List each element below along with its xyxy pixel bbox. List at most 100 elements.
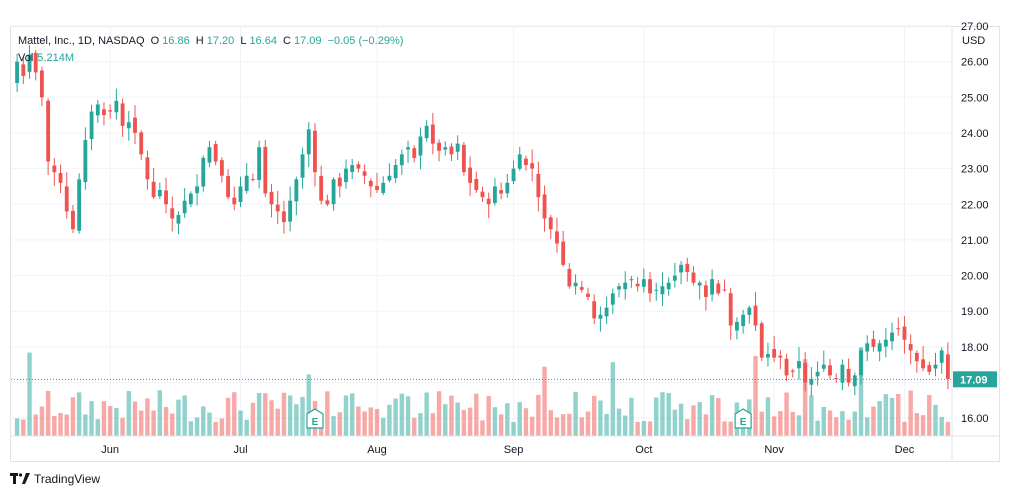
candle-body [728, 293, 733, 326]
volume-bar [39, 406, 45, 436]
volume-bar [511, 421, 516, 436]
volume-bar [368, 407, 374, 436]
volume-bar [64, 414, 69, 436]
volume-bar [933, 404, 938, 436]
volume-bar [939, 416, 944, 436]
volume-bar [852, 411, 858, 436]
volume-bar [554, 417, 560, 436]
candle-body [741, 314, 746, 326]
candle-body [170, 208, 175, 219]
volume-bar [455, 402, 460, 436]
volume-bar [889, 397, 895, 436]
candle-body [21, 64, 26, 76]
open-label: O [150, 35, 160, 47]
volume-bar [250, 402, 256, 436]
candle-body [548, 217, 553, 230]
candle-body [797, 361, 801, 369]
earnings-marker[interactable]: E [306, 408, 324, 429]
volume-bar [101, 401, 107, 436]
open-value: 16.86 [162, 35, 190, 47]
candle-body [666, 282, 671, 290]
volume-bar [33, 414, 38, 436]
volume-bar [58, 413, 63, 436]
volume-bar [840, 411, 845, 436]
volume-bar [269, 400, 274, 436]
candle-body [499, 190, 504, 194]
candle-body [722, 289, 727, 291]
candle-body [753, 305, 758, 326]
volume-bar [449, 395, 454, 436]
candle-body [840, 364, 845, 383]
volume-bar [567, 413, 572, 436]
y-tick-label: 26.00 [961, 57, 989, 69]
candle-body [102, 109, 106, 116]
volume-bar [114, 407, 119, 436]
volume-bar [784, 392, 789, 436]
volume-bar [256, 393, 262, 436]
volume-bar [418, 413, 423, 436]
candle-body [828, 365, 832, 376]
volume-bar [672, 409, 678, 436]
candlesticks[interactable] [15, 45, 950, 396]
candle-body [375, 185, 379, 190]
candle-body [598, 314, 603, 319]
volume-bar [660, 392, 665, 436]
candle-body [145, 157, 150, 180]
candle-body [859, 350, 863, 376]
volume-bar [163, 406, 169, 436]
volume-bar [238, 410, 243, 436]
volume-bar [145, 398, 150, 436]
volume-bar [821, 406, 827, 436]
candle-body [64, 186, 69, 212]
volume-bar [759, 411, 764, 436]
candle-body [629, 279, 634, 281]
candle-body [381, 182, 386, 193]
volume-bar [263, 393, 268, 436]
earnings-marker[interactable]: E [734, 408, 752, 429]
candle-body [778, 355, 783, 358]
volume-bar [387, 404, 392, 436]
volume-bar [405, 396, 411, 436]
low-value: 16.64 [249, 35, 277, 47]
volume-bar [492, 407, 498, 436]
volume-bar [765, 397, 771, 436]
volume-bar [833, 417, 839, 436]
volume-bar [815, 420, 820, 436]
volume-bar [629, 397, 634, 436]
volume-bar [505, 403, 510, 436]
candle-body [716, 283, 721, 294]
candle-body [747, 307, 752, 315]
candle-body [257, 147, 262, 180]
y-tick-label: 25.00 [961, 92, 989, 104]
volume-bar [182, 395, 187, 436]
volume-bar [529, 416, 535, 436]
volume-bar [865, 417, 870, 436]
volume-bar [436, 391, 442, 436]
volume-bar [393, 398, 398, 436]
brand-footer[interactable]: TradingView [10, 472, 100, 486]
candle-body [604, 307, 609, 317]
volume-bar [486, 395, 491, 436]
candle-body [455, 143, 460, 152]
candle-body [654, 289, 659, 291]
low-label: L [240, 35, 247, 47]
candle-body [672, 275, 677, 281]
volume-bar [232, 392, 237, 436]
volume-bar [480, 420, 485, 436]
candle-body [424, 125, 429, 139]
candle-body [300, 154, 305, 178]
candle-body [139, 132, 144, 155]
volume-bar [722, 421, 727, 436]
volume-bar [337, 412, 343, 436]
volume-bar [132, 401, 138, 436]
volume-bar [585, 411, 591, 436]
candle-body [418, 136, 423, 156]
candle-body [890, 332, 894, 342]
candle-body [46, 100, 51, 162]
candle-body [517, 154, 522, 169]
y-tick-label: 23.00 [961, 164, 989, 176]
volume-bar [790, 411, 795, 436]
volume-bar [157, 390, 163, 436]
